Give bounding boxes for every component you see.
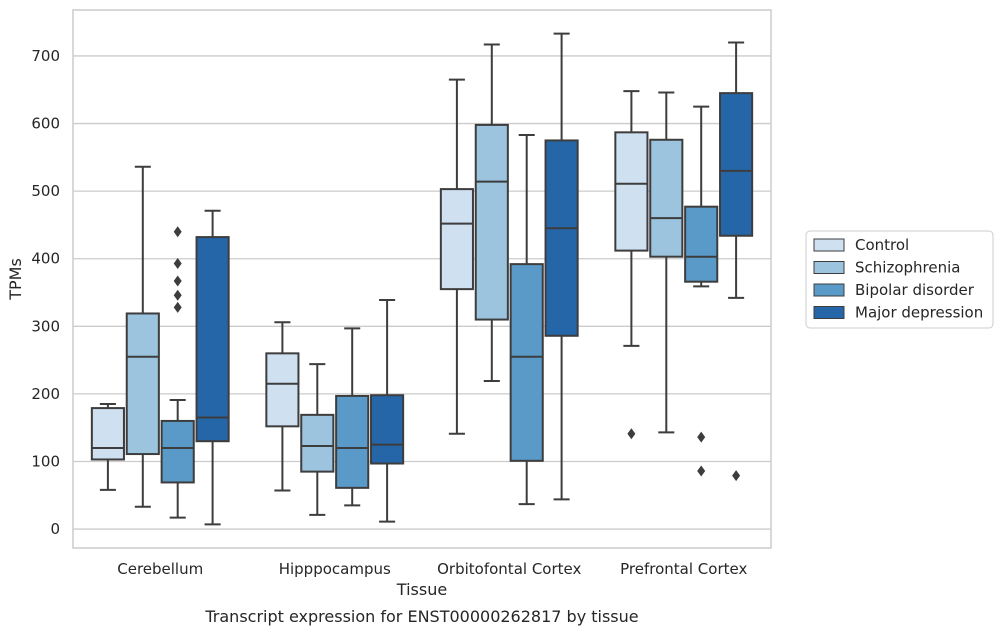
outlier-point (173, 226, 182, 238)
box-iqr (125, 312, 160, 456)
box-iqr (474, 123, 509, 321)
boxes (90, 32, 754, 526)
y-tick-label: 100 (31, 452, 60, 470)
box-3-2 (544, 32, 579, 501)
box-iqr (335, 394, 370, 489)
y-tick-label: 200 (31, 385, 60, 403)
y-tick-label: 500 (31, 182, 60, 200)
y-tick-label: 600 (31, 115, 60, 133)
y-tick-label: 700 (31, 47, 60, 65)
outlier-point (697, 465, 706, 477)
legend-swatch (813, 261, 845, 274)
x-tick-label: Hipppocampus (279, 560, 391, 578)
outlier-point (697, 431, 706, 443)
box-1-1 (300, 363, 335, 516)
outlier-point (173, 275, 182, 287)
legend-label: Schizophrenia (855, 259, 960, 277)
legend-swatch (813, 283, 845, 297)
plot-frame (72, 9, 772, 549)
y-tick-label: 400 (31, 250, 60, 268)
box-iqr (544, 139, 579, 337)
outlier-point (627, 428, 636, 440)
y-axis-label: TPMs (6, 258, 25, 301)
legend-frame (805, 230, 994, 329)
box-0-3 (614, 90, 649, 440)
box-0-0 (90, 403, 125, 491)
y-tick-label: 0 (50, 520, 60, 538)
box-3-3 (719, 41, 754, 482)
box-iqr (90, 407, 125, 461)
box-iqr (649, 138, 684, 258)
box-iqr (614, 131, 649, 252)
outlier-point (173, 289, 182, 301)
box-iqr (160, 419, 195, 484)
box-iqr (684, 205, 719, 283)
box-2-1 (335, 327, 370, 507)
outlier-point (732, 470, 741, 482)
box-iqr (265, 352, 300, 428)
box-1-2 (474, 43, 509, 383)
chart-caption: Transcript expression for ENST0000026281… (204, 607, 638, 626)
box-2-3 (684, 105, 719, 477)
legend-label: Bipolar disorder (855, 281, 975, 299)
outlier-point (173, 257, 182, 269)
box-3-1 (370, 298, 405, 523)
box-3-0 (195, 209, 230, 526)
box-iqr (439, 188, 474, 291)
legend-swatch (813, 306, 845, 319)
legend-swatch (813, 238, 845, 252)
legend-label: Major depression (855, 304, 983, 322)
y-tick-label: 300 (31, 317, 60, 335)
box-iqr (300, 413, 335, 473)
box-0-2 (439, 78, 474, 435)
y-tick-labels: 0 100 200 300 400 500 600 700 (31, 47, 60, 538)
x-tick-label: Prefrontal Cortex (620, 560, 747, 578)
box-iqr (195, 236, 230, 443)
box-iqr (370, 394, 405, 465)
box-1-0 (125, 165, 160, 508)
box-iqr (509, 263, 544, 462)
x-tick-label: Cerebellum (117, 560, 203, 578)
box-2-0 (160, 226, 195, 519)
outlier-point (173, 301, 182, 313)
box-0-1 (265, 321, 300, 492)
box-iqr (719, 92, 754, 237)
x-tick-label: Orbitofontal Cortex (437, 560, 581, 578)
x-tick-labels: Cerebellum Hipppocampus Orbitofontal Corte… (117, 560, 747, 578)
box-1-3 (649, 91, 684, 434)
x-axis-label: Tissue (396, 580, 447, 599)
legend-label: Control (855, 236, 909, 254)
box-2-2 (509, 134, 544, 506)
legend: Control Schizophrenia Bipolar disorder Majo… (805, 230, 994, 329)
